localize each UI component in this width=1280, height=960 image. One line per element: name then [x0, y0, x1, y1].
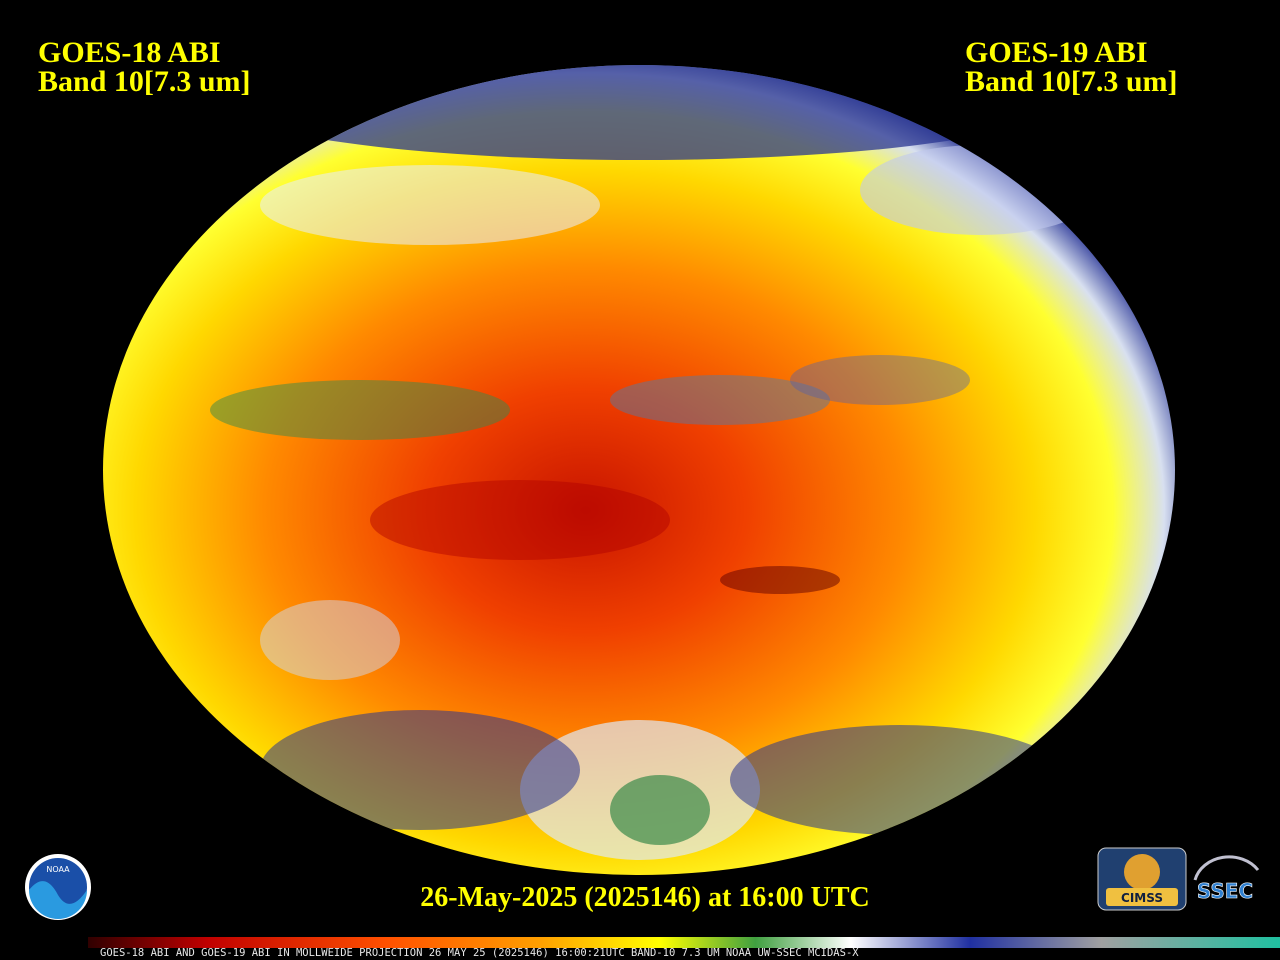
- cimss-logo: CIMSS: [1097, 847, 1187, 911]
- noaa-text: NOAA: [46, 865, 70, 874]
- timestamp: 26-May-2025 (2025146) at 16:00 UTC: [420, 882, 870, 913]
- left-title: GOES-18 ABI: [38, 36, 221, 69]
- left-band: Band 10[7.3 um]: [38, 65, 251, 98]
- footer-caption: GOES-18 ABI AND GOES-19 ABI IN MOLLWEIDE…: [100, 947, 859, 959]
- ssec-text: SSEC: [1197, 879, 1253, 903]
- right-band: Band 10[7.3 um]: [965, 65, 1178, 98]
- color-bar: [88, 937, 1280, 948]
- ssec-logo: SSEC: [1193, 855, 1260, 903]
- right-title: GOES-19 ABI: [965, 36, 1148, 69]
- noaa-logo: NOAA: [25, 854, 91, 920]
- earth-disk: [103, 65, 1175, 875]
- cimss-text: CIMSS: [1121, 891, 1163, 905]
